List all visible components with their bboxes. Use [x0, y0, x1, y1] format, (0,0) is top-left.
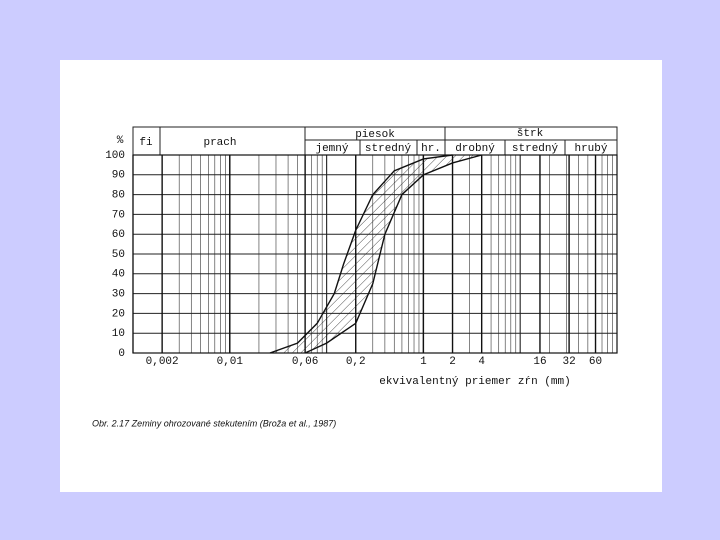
plot-frame [132, 154, 618, 354]
header-label: štrk [517, 128, 544, 140]
y-tick-label: 20 [112, 308, 125, 320]
header-label: drobný [455, 143, 495, 155]
header-label: fi [139, 137, 153, 149]
header-label: prach [203, 137, 236, 149]
x-tick-label: 0,002 [146, 356, 179, 368]
y-tick-label: 40 [112, 269, 125, 281]
y-tick-label: 30 [112, 289, 125, 301]
caption: Obr. 2.17 Zeminy ohrozované stekutením (… [92, 418, 336, 428]
header-label: jemný [315, 143, 348, 155]
y-tick-label: 70 [112, 209, 125, 221]
y-tick-label: 0 [118, 348, 125, 360]
x-tick-label: 32 [562, 356, 575, 368]
y-unit: % [117, 135, 124, 147]
x-tick-label: 0,01 [217, 356, 244, 368]
y-tick-label: 100 [105, 150, 125, 162]
y-tick-label: 60 [112, 229, 125, 241]
x-tick-label: 16 [533, 356, 546, 368]
x-tick-label: 0,06 [292, 356, 318, 368]
y-tick-label: 50 [112, 249, 125, 261]
header-label: piesok [355, 129, 395, 141]
x-axis-label: ekvivalentný priemer zŕn (mm) [379, 376, 570, 388]
x-tick-label: 0,2 [346, 356, 366, 368]
x-tick-label: 2 [449, 356, 456, 368]
header-label: hrubý [574, 143, 607, 155]
header-label: hr. [421, 143, 441, 155]
hatched-band [269, 155, 482, 353]
y-tick-label: 90 [112, 170, 125, 182]
x-tick-label: 4 [478, 356, 485, 368]
y-tick-label: 10 [112, 328, 125, 340]
header-label: stredný [512, 143, 559, 155]
x-tick-label: 1 [420, 356, 427, 368]
curve [304, 154, 482, 354]
x-tick-label: 60 [589, 356, 602, 368]
curve [269, 154, 453, 354]
y-tick-label: 80 [112, 190, 125, 202]
header-label: stredný [365, 143, 412, 155]
